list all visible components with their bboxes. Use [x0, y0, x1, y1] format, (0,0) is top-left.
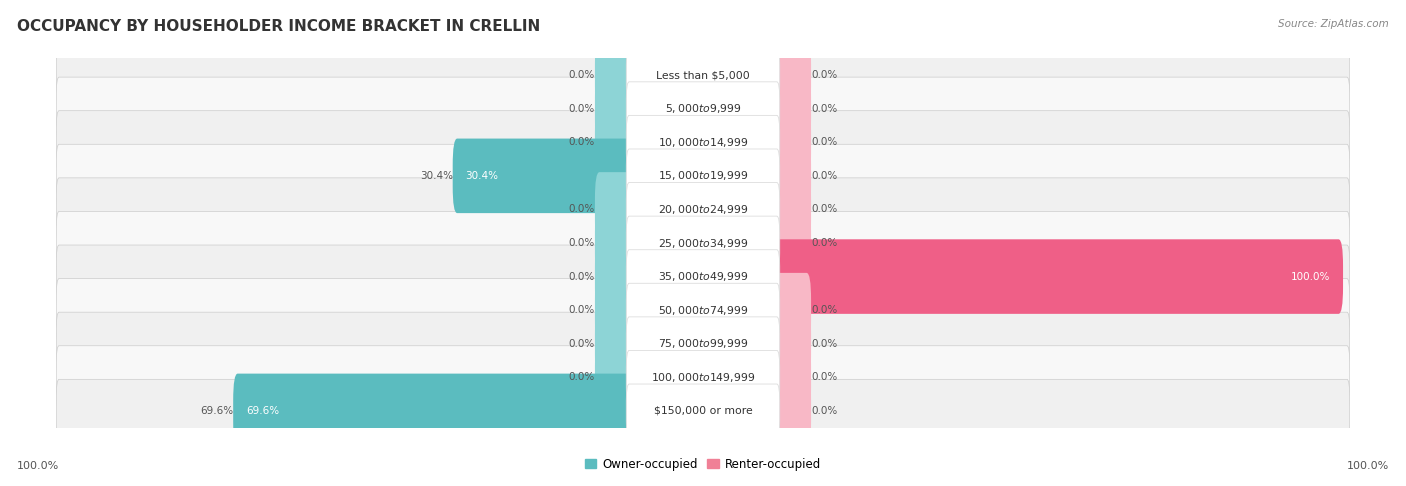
FancyBboxPatch shape — [626, 384, 780, 438]
FancyBboxPatch shape — [595, 273, 631, 347]
FancyBboxPatch shape — [775, 374, 811, 448]
Text: $150,000 or more: $150,000 or more — [654, 406, 752, 416]
FancyBboxPatch shape — [56, 327, 1350, 361]
Text: Source: ZipAtlas.com: Source: ZipAtlas.com — [1278, 19, 1389, 30]
Text: $50,000 to $74,999: $50,000 to $74,999 — [658, 304, 748, 317]
Text: 0.0%: 0.0% — [811, 406, 838, 416]
FancyBboxPatch shape — [626, 317, 780, 371]
FancyBboxPatch shape — [453, 139, 631, 213]
Text: 0.0%: 0.0% — [568, 272, 595, 281]
FancyBboxPatch shape — [56, 125, 1350, 159]
Text: $10,000 to $14,999: $10,000 to $14,999 — [658, 136, 748, 149]
Text: 0.0%: 0.0% — [811, 372, 838, 382]
FancyBboxPatch shape — [56, 380, 1350, 442]
FancyBboxPatch shape — [595, 307, 631, 381]
FancyBboxPatch shape — [56, 178, 1350, 241]
Text: $75,000 to $99,999: $75,000 to $99,999 — [658, 337, 748, 350]
Text: $25,000 to $34,999: $25,000 to $34,999 — [658, 237, 748, 249]
Text: 100.0%: 100.0% — [1347, 461, 1389, 471]
FancyBboxPatch shape — [626, 250, 780, 303]
FancyBboxPatch shape — [626, 115, 780, 169]
Text: 0.0%: 0.0% — [568, 137, 595, 147]
FancyBboxPatch shape — [56, 159, 1350, 192]
Text: 0.0%: 0.0% — [568, 238, 595, 248]
FancyBboxPatch shape — [56, 111, 1350, 174]
FancyBboxPatch shape — [775, 273, 811, 347]
FancyBboxPatch shape — [626, 216, 780, 270]
FancyBboxPatch shape — [56, 394, 1350, 428]
Text: 0.0%: 0.0% — [811, 238, 838, 248]
FancyBboxPatch shape — [56, 346, 1350, 409]
FancyBboxPatch shape — [775, 172, 811, 247]
Text: 0.0%: 0.0% — [811, 205, 838, 214]
FancyBboxPatch shape — [775, 38, 811, 112]
Text: $20,000 to $24,999: $20,000 to $24,999 — [658, 203, 748, 216]
Text: $5,000 to $9,999: $5,000 to $9,999 — [665, 102, 741, 115]
FancyBboxPatch shape — [595, 206, 631, 280]
FancyBboxPatch shape — [626, 149, 780, 203]
FancyBboxPatch shape — [775, 307, 811, 381]
FancyBboxPatch shape — [56, 192, 1350, 226]
Text: 0.0%: 0.0% — [568, 70, 595, 80]
FancyBboxPatch shape — [626, 82, 780, 136]
FancyBboxPatch shape — [775, 139, 811, 213]
FancyBboxPatch shape — [775, 340, 811, 415]
Text: 0.0%: 0.0% — [811, 104, 838, 114]
Text: $35,000 to $49,999: $35,000 to $49,999 — [658, 270, 748, 283]
FancyBboxPatch shape — [595, 340, 631, 415]
Text: 30.4%: 30.4% — [465, 171, 499, 181]
Text: $100,000 to $149,999: $100,000 to $149,999 — [651, 371, 755, 384]
FancyBboxPatch shape — [775, 71, 811, 146]
FancyBboxPatch shape — [775, 206, 811, 280]
Text: 30.4%: 30.4% — [420, 171, 453, 181]
Text: 0.0%: 0.0% — [811, 171, 838, 181]
Text: 0.0%: 0.0% — [568, 339, 595, 349]
FancyBboxPatch shape — [626, 48, 780, 102]
Text: Less than $5,000: Less than $5,000 — [657, 70, 749, 80]
Text: 0.0%: 0.0% — [811, 137, 838, 147]
FancyBboxPatch shape — [595, 105, 631, 179]
FancyBboxPatch shape — [56, 144, 1350, 208]
Legend: Owner-occupied, Renter-occupied: Owner-occupied, Renter-occupied — [579, 453, 827, 475]
Text: OCCUPANCY BY HOUSEHOLDER INCOME BRACKET IN CRELLIN: OCCUPANCY BY HOUSEHOLDER INCOME BRACKET … — [17, 19, 540, 35]
FancyBboxPatch shape — [56, 226, 1350, 260]
FancyBboxPatch shape — [56, 361, 1350, 394]
FancyBboxPatch shape — [233, 374, 631, 448]
FancyBboxPatch shape — [626, 283, 780, 337]
FancyBboxPatch shape — [595, 172, 631, 247]
Text: 0.0%: 0.0% — [568, 205, 595, 214]
Text: 0.0%: 0.0% — [811, 339, 838, 349]
Text: 69.6%: 69.6% — [200, 406, 233, 416]
FancyBboxPatch shape — [595, 38, 631, 112]
FancyBboxPatch shape — [56, 77, 1350, 140]
FancyBboxPatch shape — [56, 245, 1350, 308]
FancyBboxPatch shape — [56, 312, 1350, 375]
FancyBboxPatch shape — [775, 239, 1343, 314]
Text: 0.0%: 0.0% — [811, 70, 838, 80]
Text: 0.0%: 0.0% — [568, 104, 595, 114]
Text: 0.0%: 0.0% — [811, 305, 838, 315]
FancyBboxPatch shape — [56, 211, 1350, 275]
FancyBboxPatch shape — [56, 44, 1350, 106]
FancyBboxPatch shape — [595, 239, 631, 314]
FancyBboxPatch shape — [56, 278, 1350, 342]
FancyBboxPatch shape — [775, 105, 811, 179]
Text: 69.6%: 69.6% — [246, 406, 280, 416]
FancyBboxPatch shape — [56, 294, 1350, 327]
FancyBboxPatch shape — [595, 71, 631, 146]
FancyBboxPatch shape — [626, 183, 780, 236]
Text: $15,000 to $19,999: $15,000 to $19,999 — [658, 169, 748, 182]
Text: 0.0%: 0.0% — [568, 372, 595, 382]
FancyBboxPatch shape — [56, 92, 1350, 125]
FancyBboxPatch shape — [626, 350, 780, 404]
Text: 0.0%: 0.0% — [568, 305, 595, 315]
Text: 100.0%: 100.0% — [1291, 272, 1330, 281]
FancyBboxPatch shape — [56, 260, 1350, 294]
Text: 100.0%: 100.0% — [17, 461, 59, 471]
FancyBboxPatch shape — [56, 58, 1350, 92]
